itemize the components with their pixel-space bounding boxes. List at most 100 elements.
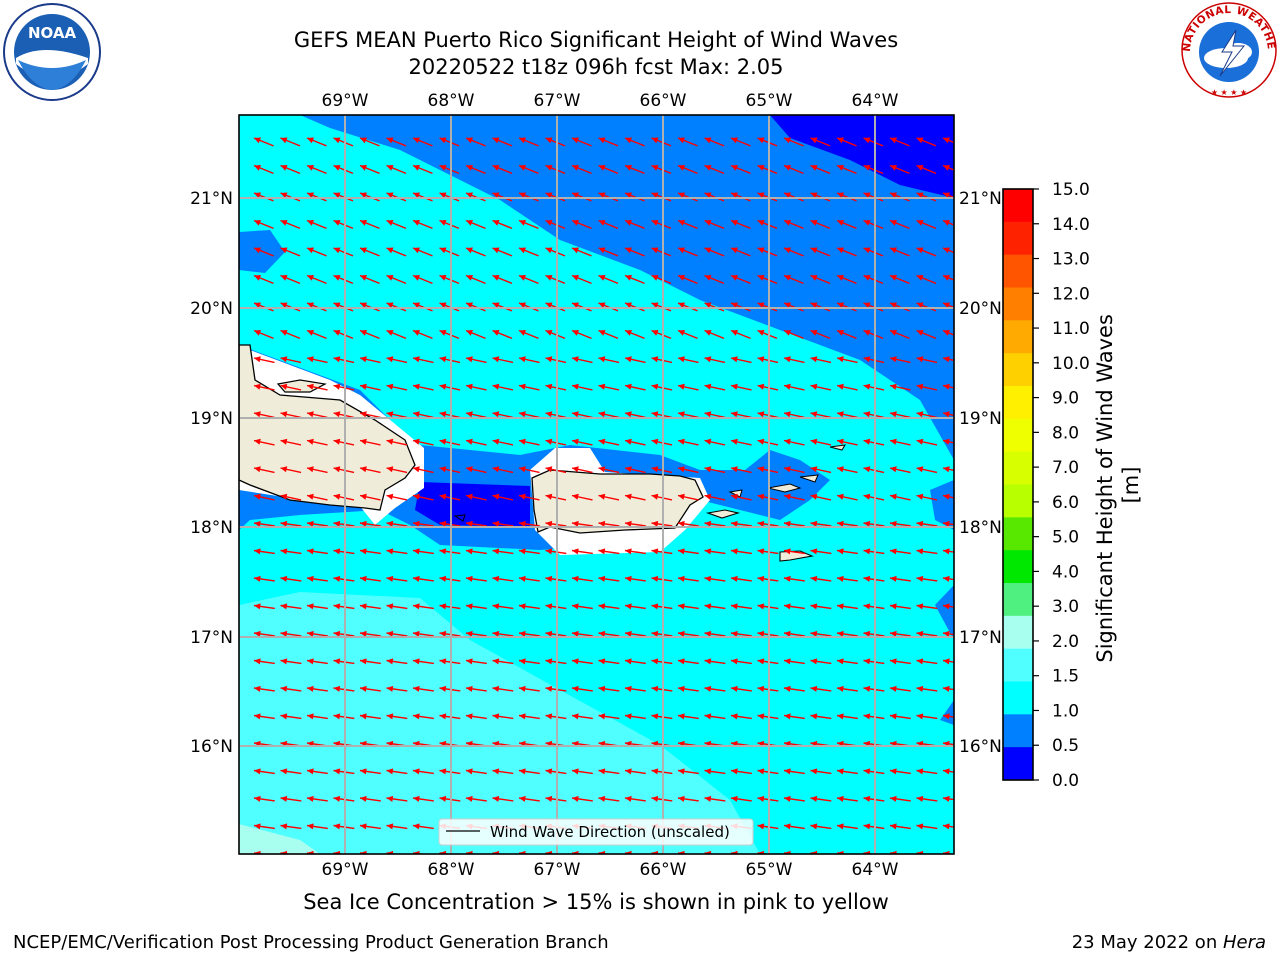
- wave-arrow-head: [307, 137, 314, 144]
- wave-arrow-head: [307, 220, 314, 226]
- wave-arrow-head: [572, 603, 579, 610]
- wave-arrow-head: [651, 247, 659, 254]
- wave-arrow-head: [413, 823, 420, 830]
- colorbar-tick-label: 4.0: [1052, 562, 1079, 582]
- wave-arrow-head: [519, 575, 526, 582]
- wave-arrow-head: [704, 137, 712, 144]
- wave-arrow-head: [307, 466, 314, 473]
- wave-arrow-head: [572, 438, 579, 445]
- wave-arrow-head: [943, 575, 950, 582]
- wave-arrow-head: [545, 768, 553, 775]
- wave-arrow-head: [545, 795, 553, 802]
- colorbar-bin: [1003, 221, 1033, 256]
- wave-arrow-head: [837, 795, 844, 802]
- wave-arrow-head: [439, 658, 447, 665]
- wave-arrow-head: [890, 383, 897, 390]
- field-0.5-1.0-east: [930, 480, 954, 530]
- wave-arrow-head: [572, 658, 579, 665]
- wave-arrow-head: [333, 330, 341, 336]
- wave-arrow-head: [678, 383, 685, 390]
- wave-arrow-head: [545, 192, 553, 199]
- wave-arrow-head: [837, 275, 844, 281]
- wave-arrow-head: [890, 520, 897, 527]
- wave-arrow-head: [970, 603, 977, 609]
- wave-arrow-head: [519, 493, 526, 500]
- wave-arrow-head: [492, 466, 500, 473]
- puerto-rico-land: [531, 469, 704, 534]
- wave-arrow-head: [466, 685, 473, 692]
- wave-arrow-head: [360, 137, 367, 144]
- wave-arrow-head: [413, 466, 420, 473]
- wave-arrow-head: [837, 137, 844, 144]
- wave-arrow-head: [598, 658, 606, 665]
- wave-arrow-head: [386, 383, 394, 390]
- wave-arrow-head: [863, 302, 871, 309]
- svg-text:68°W: 68°W: [428, 91, 475, 111]
- wave-arrow-head: [413, 713, 420, 720]
- wave-arrow-head: [386, 411, 394, 418]
- wave-arrow-head: [360, 275, 367, 281]
- wave-arrow-head: [307, 165, 314, 171]
- wave-arrow-head: [598, 302, 606, 309]
- wave-arrow-head: [784, 575, 791, 582]
- wave-arrow-head: [678, 302, 685, 309]
- wave-arrow-head: [651, 302, 659, 309]
- colorbar-ticks: 15.0 14.0 13.0 12.0 11.0 10.0 9.0 8.0 7.0 6.0 5.0 4…: [1033, 180, 1090, 791]
- wave-arrow-head: [254, 411, 261, 418]
- wave-arrow-head: [333, 713, 341, 720]
- wave-arrow-head: [757, 220, 765, 226]
- wave-arrow-head: [731, 493, 738, 500]
- wave-arrow-head: [704, 603, 712, 610]
- wave-arrow-head: [333, 685, 341, 692]
- colorbar-tick-label: 8.0: [1052, 423, 1079, 443]
- wave-arrow-head: [863, 137, 871, 144]
- wave-arrow: [970, 798, 991, 801]
- wave-arrow-head: [386, 220, 394, 226]
- wave-arrow-head: [307, 383, 314, 390]
- wave-arrow-head: [625, 713, 632, 720]
- wave-arrow-head: [943, 548, 950, 555]
- wave-arrow-head: [970, 768, 977, 774]
- wave-arrow-head: [651, 356, 659, 363]
- wave-arrow-head: [466, 520, 473, 527]
- wave-arrow: [970, 441, 991, 445]
- wave-arrow-head: [492, 356, 500, 363]
- lon-labels-top: 69°W 68°W 67°W 66°W 65°W 64°W: [322, 91, 899, 111]
- wave-arrow-head: [731, 220, 738, 226]
- wave-arrow-head: [810, 192, 818, 199]
- colorbar-bin: [1003, 189, 1033, 223]
- map-legend: Wind Wave Direction (unscaled): [438, 818, 754, 846]
- wave-arrow-head: [439, 768, 447, 775]
- noaa-logo-text: NOAA: [28, 24, 77, 42]
- wave-arrow-head: [307, 548, 314, 555]
- svg-text:21°N: 21°N: [190, 189, 233, 209]
- wave-arrow-head: [386, 137, 394, 144]
- wave-arrow-head: [704, 330, 712, 336]
- wave-arrow-head: [837, 330, 844, 336]
- wave-arrow-head: [810, 823, 818, 830]
- colorbar-bin: [1003, 418, 1033, 453]
- wave-arrow-head: [466, 768, 473, 775]
- svg-text:69°W: 69°W: [322, 860, 369, 880]
- field-0.0-0.5-mona: [415, 482, 530, 527]
- wave-arrow-head: [943, 275, 950, 281]
- wave-arrow-head: [810, 383, 818, 390]
- wave-arrow-head: [280, 247, 288, 254]
- colorbar-bin: [1003, 648, 1033, 682]
- colorbar-bin: [1003, 287, 1033, 321]
- wave-arrow-head: [916, 658, 924, 665]
- wave-arrow-head: [307, 713, 314, 720]
- wave-arrow-head: [280, 685, 288, 692]
- wave-arrow-head: [784, 411, 791, 418]
- wave-arrow-head: [386, 165, 394, 171]
- wave-arrow-head: [572, 356, 579, 363]
- wave-arrow-head: [810, 768, 818, 775]
- wave-arrow-head: [360, 356, 367, 363]
- wave-arrow-head: [492, 575, 500, 582]
- wave-arrow-head: [704, 302, 712, 309]
- wave-arrow-head: [360, 685, 367, 692]
- lat-labels-right: 21°N 20°N 19°N 18°N 17°N 16°N: [959, 189, 1002, 757]
- wave-arrow-head: [810, 603, 818, 610]
- wave-arrow-head: [307, 330, 314, 336]
- wave-arrow-head: [784, 247, 791, 254]
